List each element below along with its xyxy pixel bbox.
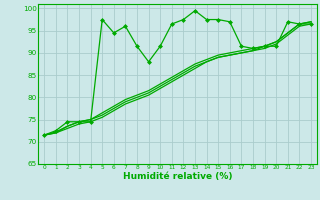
X-axis label: Humidité relative (%): Humidité relative (%)	[123, 172, 232, 181]
